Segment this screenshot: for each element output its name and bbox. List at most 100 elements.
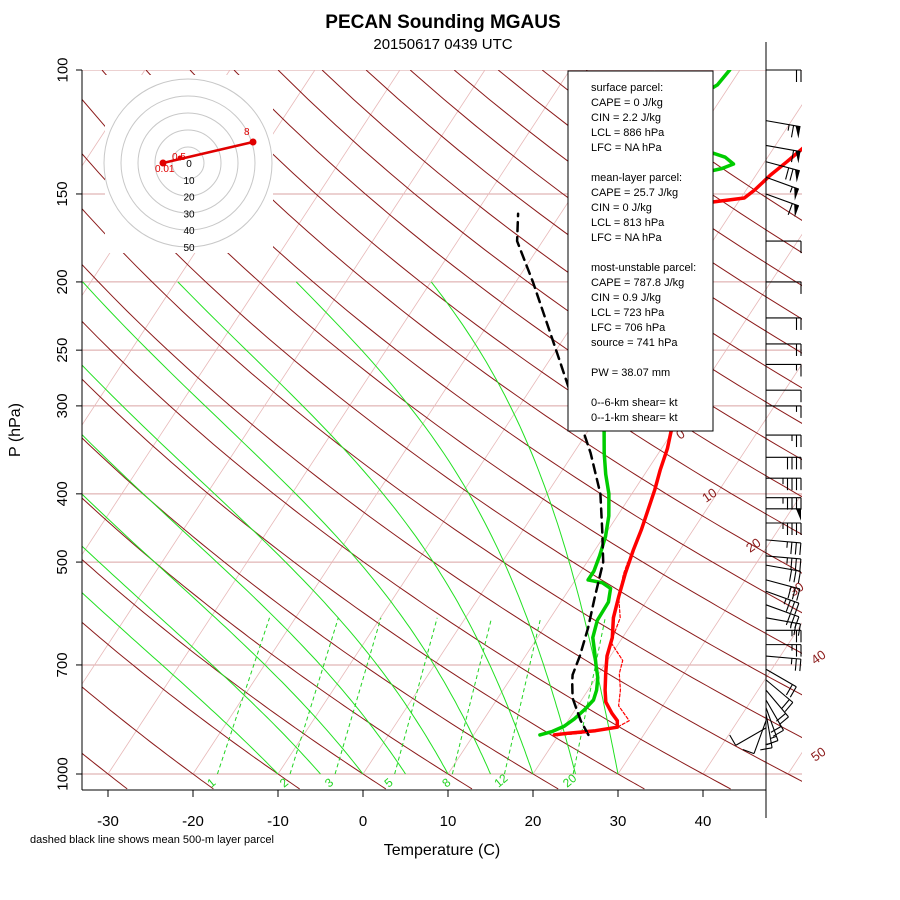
wind-barb-shaft (765, 655, 801, 660)
x-tick-label: 30 (610, 813, 627, 830)
wind-barb-shaft (765, 699, 784, 731)
wind-barb (766, 522, 802, 535)
wind-barb-flag (793, 623, 797, 636)
dry-adiabat (82, 208, 802, 739)
wind-barb (766, 405, 802, 418)
y-tick-label: 400 (54, 481, 71, 506)
wind-barb (765, 176, 800, 201)
wind-barb-flag (770, 725, 782, 733)
y-tick-label: 250 (54, 338, 71, 363)
isotherm-line (82, 70, 486, 685)
wind-barb (765, 161, 800, 183)
info-box-frame (567, 70, 714, 432)
hodograph-point-end (249, 138, 257, 146)
info-line: 0--1-km shear= kt (591, 412, 678, 424)
wind-barb-flag (785, 599, 791, 612)
wind-barb-flag (785, 613, 791, 626)
y-tick-label: 150 (54, 181, 71, 206)
isotherm-line (617, 492, 802, 775)
wind-barb-shaft (765, 668, 797, 688)
wind-barb-half-flag (790, 658, 793, 665)
wind-barb (766, 240, 802, 254)
wind-barb-flag (796, 588, 801, 601)
info-line: source = 741 hPa (591, 337, 678, 349)
parcel-info-box: surface parcel: CAPE = 0 J/kg CIN = 2.2 J/… (567, 70, 714, 432)
y-tick-label: 200 (54, 269, 71, 294)
hodograph-ring-label: 10 (183, 176, 195, 187)
footnote: dashed black line shows mean 500-m layer… (30, 834, 274, 846)
wind-barb-flag (781, 699, 790, 710)
mixing-ratio-label: 1 (204, 775, 218, 790)
x-tick-label: 10 (440, 813, 457, 830)
y-tick-label: 500 (54, 550, 71, 575)
hodograph-point-label: 8 (244, 127, 250, 138)
info-line: surface parcel: (591, 82, 663, 94)
wind-barb (766, 343, 802, 356)
info-line: LFC = NA hPa (591, 142, 663, 154)
dry-adiabat (189, 70, 802, 536)
moist-adiabat (82, 493, 364, 775)
hodograph: 0 10 20 30 40 50 0.010.5 8 (103, 75, 273, 254)
wind-barb-shaft (765, 564, 801, 572)
info-line: CIN = 0 J/kg (591, 202, 652, 214)
moist-adiabat (177, 281, 534, 775)
y-tick-label: 1000 (54, 757, 71, 790)
wind-barb-pennant (796, 508, 801, 521)
hodograph-point-mid (177, 155, 183, 161)
info-line: most-unstable parcel: (591, 262, 696, 274)
hodograph-ring-label: 0 (186, 159, 192, 170)
chart-title: PECAN Sounding MGAUS (325, 12, 560, 33)
wind-barb-flag (794, 658, 797, 671)
wind-barb (765, 699, 784, 737)
mixing-ratio-line (572, 617, 606, 775)
wind-barb-flag (772, 729, 784, 737)
wind-barb-flag (794, 558, 797, 571)
isotherm-label: 10 (699, 485, 719, 506)
x-axis-label: Temperature (C) (384, 842, 500, 859)
wind-barb-shaft (753, 720, 767, 754)
info-line: CAPE = 25.7 J/kg (591, 187, 678, 199)
x-tick-label: -10 (267, 813, 289, 830)
wind-barb-flag (785, 684, 793, 696)
wind-barb-shaft (765, 144, 801, 153)
isotherm-label: 20 (743, 535, 763, 556)
hodograph-point-label: 0.5 (172, 152, 186, 163)
wind-barb-flag (793, 570, 797, 583)
mixing-ratio-line (216, 617, 270, 775)
mixing-ratio-line (451, 617, 493, 775)
info-line: CAPE = 787.8 J/kg (591, 277, 684, 289)
wind-barb (765, 120, 801, 139)
wind-barb-flag (778, 716, 789, 726)
dry-adiabat (82, 558, 387, 790)
parcel-line (515, 212, 605, 737)
wind-barb (765, 564, 802, 584)
wind-barb-half-flag (789, 186, 793, 193)
hodograph-ring-label: 20 (183, 193, 195, 204)
wind-barb-flag (799, 659, 802, 672)
wind-barb-flag (794, 602, 800, 615)
wind-barb-shaft (765, 161, 800, 172)
dry-adiabat (82, 98, 802, 654)
x-axis-ticks: -30 -20 -10 0 10 20 30 40 (97, 790, 711, 830)
moist-adiabat (295, 281, 576, 775)
wind-barb-flag (797, 571, 802, 584)
info-line: LFC = NA hPa (591, 232, 663, 244)
x-tick-label: 0 (359, 813, 367, 830)
wind-barbs (729, 69, 802, 755)
dry-adiabat (82, 320, 731, 790)
x-tick-label: 20 (525, 813, 542, 830)
wind-barb (766, 508, 801, 521)
info-line: CIN = 2.2 J/kg (591, 112, 661, 124)
mixing-ratio-line (289, 617, 339, 775)
wind-barb (766, 629, 802, 643)
wind-barb-flag (787, 203, 793, 216)
info-line: CIN = 0.9 J/kg (591, 292, 661, 304)
wind-barb-flag (788, 569, 793, 582)
mixing-ratio-line (503, 617, 542, 775)
info-line: 0--6-km shear= kt (591, 397, 678, 409)
wind-barb (765, 579, 801, 601)
wind-barb (765, 679, 794, 712)
info-line: LCL = 813 hPa (591, 217, 665, 229)
wind-barb-flag (791, 587, 796, 600)
